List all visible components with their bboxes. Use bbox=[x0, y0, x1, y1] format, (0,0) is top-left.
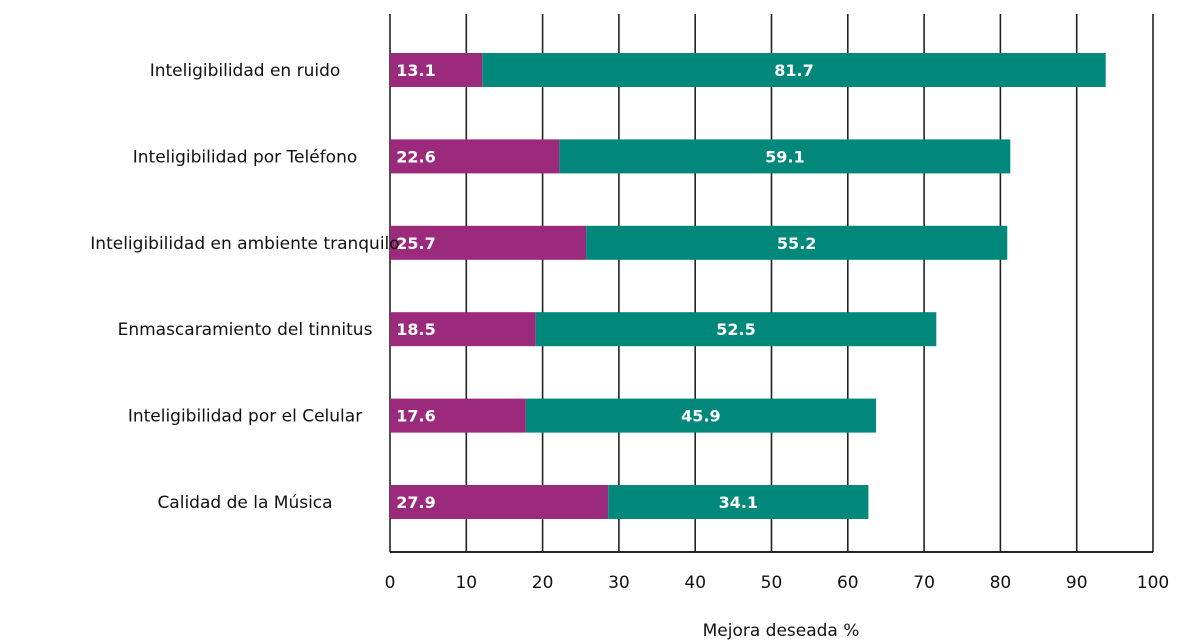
data-label: 52.5 bbox=[716, 320, 755, 339]
bar-segment-second bbox=[608, 485, 869, 519]
x-tick-label: 60 bbox=[837, 573, 859, 593]
x-tick-label: 30 bbox=[608, 573, 630, 593]
category-label: Inteligibilidad por Teléfono bbox=[133, 147, 358, 167]
bar-segment-first bbox=[390, 225, 587, 260]
bar-segment-second bbox=[559, 139, 1011, 174]
grid-lines bbox=[389, 14, 1154, 553]
bar-segment-first bbox=[390, 398, 526, 433]
x-axis-title: Mejora deseada % bbox=[703, 621, 860, 641]
bar-segment-first bbox=[390, 53, 483, 87]
bar-segment-first bbox=[390, 312, 536, 347]
bar-segment-second bbox=[525, 398, 877, 433]
bar-segment-second bbox=[482, 53, 1106, 87]
data-label: 25.7 bbox=[396, 234, 435, 253]
x-tick-label: 40 bbox=[684, 573, 706, 593]
x-tick-label: 0 bbox=[385, 573, 396, 593]
x-tick-label: 80 bbox=[990, 573, 1012, 593]
data-label: 17.6 bbox=[396, 407, 435, 426]
x-tick-label: 70 bbox=[913, 573, 935, 593]
data-label: 55.2 bbox=[777, 234, 816, 253]
bar-segment-second bbox=[586, 225, 1008, 260]
x-tick-label: 100 bbox=[1137, 573, 1169, 593]
x-tick-labels: 0 10 20 30 40 50 60 70 80 90 100 bbox=[385, 573, 1170, 593]
category-label: Calidad de la Música bbox=[157, 493, 332, 513]
x-tick-label: 10 bbox=[455, 573, 477, 593]
data-label: 22.6 bbox=[396, 147, 435, 166]
category-label: Inteligibilidad en ruido bbox=[150, 61, 341, 81]
data-label: 18.5 bbox=[396, 320, 435, 339]
x-tick-label: 90 bbox=[1066, 573, 1088, 593]
data-label: 59.1 bbox=[765, 147, 804, 166]
bar-segment-second bbox=[535, 312, 937, 347]
x-tick-label: 20 bbox=[532, 573, 554, 593]
bars: 13.1 81.7 22.6 59.1 25.7 55.2 18.5 52.5 17.6 45.9… bbox=[390, 53, 1106, 519]
data-label: 81.7 bbox=[774, 61, 813, 80]
data-label: 34.1 bbox=[719, 493, 758, 512]
category-label: Enmascaramiento del tinnitus bbox=[118, 320, 373, 340]
bar-segment-first bbox=[390, 485, 609, 519]
x-tick-label: 50 bbox=[761, 573, 783, 593]
data-label: 27.9 bbox=[396, 493, 435, 512]
category-label: Inteligibilidad en ambiente tranquilo bbox=[90, 234, 399, 254]
category-labels: Inteligibilidad en ruido Inteligibilidad … bbox=[90, 61, 399, 513]
data-label: 13.1 bbox=[396, 61, 435, 80]
category-label: Inteligibilidad por el Celular bbox=[128, 407, 362, 427]
data-label: 45.9 bbox=[681, 407, 720, 426]
bar-segment-first bbox=[390, 139, 560, 174]
